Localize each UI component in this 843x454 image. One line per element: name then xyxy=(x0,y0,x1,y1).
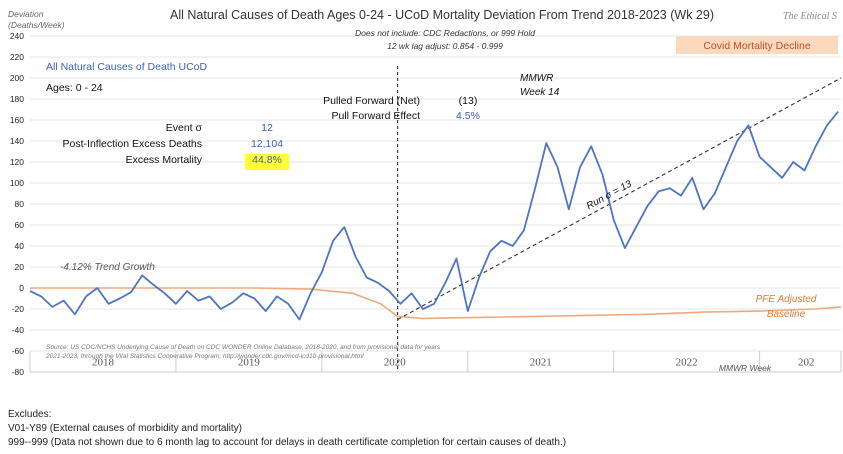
grid xyxy=(30,35,841,373)
year-label: 2022 xyxy=(676,357,698,369)
ages-label: Ages: 0 - 24 xyxy=(46,82,103,94)
y-tick-label: 160 xyxy=(10,115,24,125)
y-tick-label: 20 xyxy=(15,262,25,272)
series-line xyxy=(29,111,839,321)
stat-value: 44.8% xyxy=(252,154,282,166)
stat-label: Post-Inflection Excess Deaths xyxy=(63,138,202,150)
chart-subtitle-line-1: Does not include: CDC Redactions, or 999… xyxy=(355,28,535,38)
covid-mortality-decline-box: Covid Mortality Decline xyxy=(676,36,838,54)
notes-line-2: 999--999 (Data not shown due to 6 month … xyxy=(8,437,567,448)
pulled-forward-block: Pulled Forward (Net) (13) Pull Forward Eff… xyxy=(323,95,480,122)
y-tick-label: -40 xyxy=(12,325,25,335)
chart-background xyxy=(0,0,843,404)
y-tick-label: -80 xyxy=(12,367,25,377)
year-label: 2020 xyxy=(384,357,407,369)
y-tick-label: 40 xyxy=(15,241,25,251)
covid-label: Covid Mortality Decline xyxy=(703,40,811,52)
year-label: 2019 xyxy=(238,357,261,369)
year-label: 2018 xyxy=(92,357,115,369)
notes-heading: Excludes: xyxy=(8,409,52,420)
y-tick-label: 80 xyxy=(15,199,25,209)
chart-subtitle-line-2: 12 wk lag adjust: 0.854 - 0.999 xyxy=(387,41,503,51)
source-line-2: 2021-2023, through the Vital Statistics … xyxy=(45,353,364,360)
y-axis-label-line-1: Deviation xyxy=(8,9,44,19)
pfe-baseline xyxy=(30,287,842,320)
x-axis-caption: MMWR Week xyxy=(719,363,772,373)
source-line-1: Source: US CDC/NCHS Underlying Cause of … xyxy=(46,344,441,351)
y-tick-label: -20 xyxy=(12,304,25,314)
pulled-value: 4.5% xyxy=(456,110,480,122)
y-tick-label: 100 xyxy=(10,178,24,188)
stat-value: 12 xyxy=(261,122,273,134)
y-tick-label: 60 xyxy=(15,220,25,230)
y-tick-label: 120 xyxy=(10,157,24,167)
excess-mortality-highlight xyxy=(245,154,289,170)
y-tick-label: 180 xyxy=(10,94,24,104)
run-dashed-line xyxy=(397,77,842,320)
baseline-label-line-2: Baseline xyxy=(767,309,806,320)
covid-box-fill xyxy=(676,36,838,54)
exclusion-notes: Excludes: V01-Y89 (External causes of mo… xyxy=(8,408,566,450)
legend-title: All Natural Causes of Death UCoD xyxy=(46,61,207,73)
y-axis-label-line-2: (Deaths/Week) xyxy=(8,20,65,30)
notes-line-1: V01-Y89 (External causes of morbidity an… xyxy=(8,423,242,434)
y-tick-label: 200 xyxy=(10,73,24,83)
series xyxy=(29,111,839,321)
chart-title: All Natural Causes of Death Ages 0-24 - … xyxy=(170,8,714,22)
stat-label: Excess Mortality xyxy=(126,154,203,166)
pulled-value: (13) xyxy=(459,95,478,107)
y-tick-label: 0 xyxy=(19,283,24,293)
stats-block: Event σ 12 Post-Inflection Excess Deaths 12… xyxy=(63,122,284,166)
baseline-line xyxy=(30,287,842,320)
trend-growth-label: -4.12% Trend Growth xyxy=(60,262,155,273)
stat-label: Event σ xyxy=(166,122,203,134)
year-band-row: 2018 2019 2020 2021 2022 202 xyxy=(29,351,842,373)
y-tick-label: 220 xyxy=(10,52,24,62)
pulled-label: Pulled Forward (Net) xyxy=(323,95,420,107)
run-line xyxy=(397,77,842,320)
y-tick-label: 140 xyxy=(10,136,24,146)
year-label: 202 xyxy=(798,357,815,369)
stat-value: 12,104 xyxy=(251,138,283,150)
y-tick-label: 240 xyxy=(10,31,24,41)
pulled-label: Pull Forward Effect xyxy=(331,110,420,122)
inflection-label-line-1: MMWR xyxy=(520,73,553,84)
y-axis-ticks: -80 -60 -40 -20 0 20 40 60 80 100 120 140 160 180 200 2… xyxy=(10,31,24,377)
inflection-label-line-2: Week 14 xyxy=(520,87,560,98)
baseline-label-line-1: PFE Adjusted xyxy=(756,294,817,305)
year-label: 2021 xyxy=(530,357,552,369)
mortality-deviation-chart: 2018 2019 2020 2021 2022 202 Covid Mortality … xyxy=(0,0,843,404)
y-tick-label: -60 xyxy=(12,346,25,356)
watermark: The Ethical S xyxy=(783,11,837,22)
